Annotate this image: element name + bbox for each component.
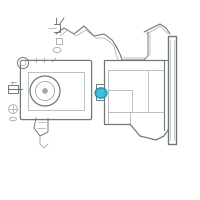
Ellipse shape — [95, 88, 107, 98]
Circle shape — [43, 89, 47, 93]
